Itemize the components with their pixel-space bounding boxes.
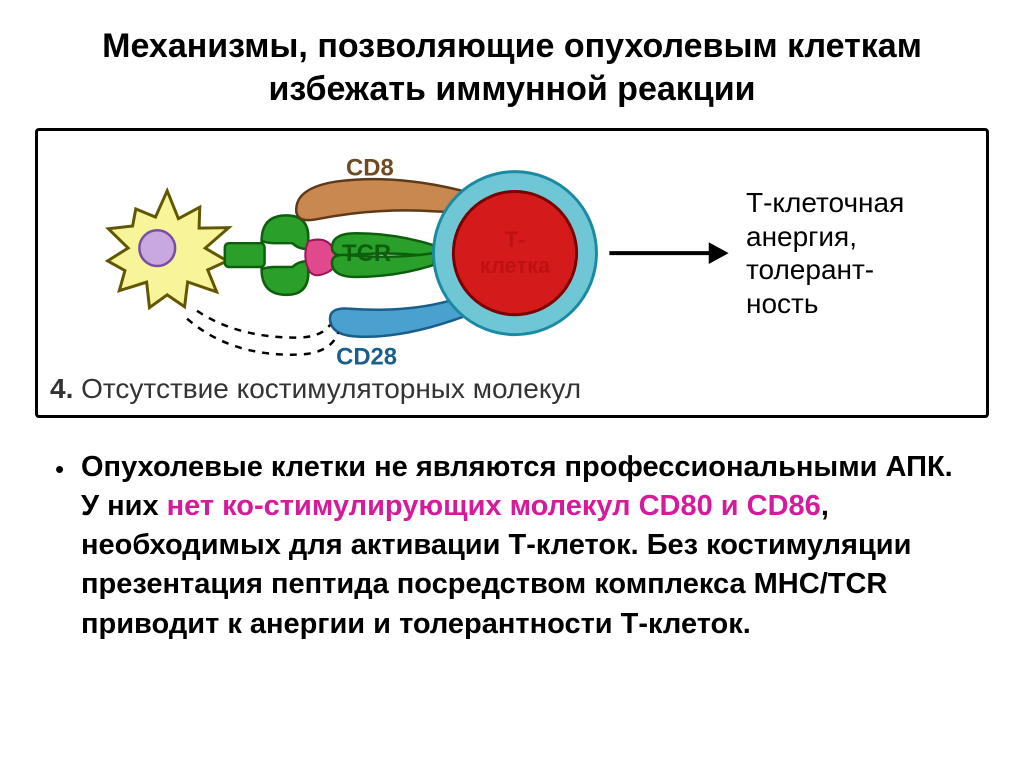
- bullet-dot: •: [55, 448, 81, 644]
- t-cell: Т- клетка: [433, 172, 596, 335]
- diagram-container: Т- клетка CD8 TCR CD28 Т-клеточнаяанерги…: [35, 128, 989, 418]
- result-arrow: [609, 242, 728, 264]
- page-title: Механизмы, позволяющие опухолевым клетка…: [35, 25, 989, 110]
- bullet-item: • Опухолевые клетки не являются професси…: [55, 448, 969, 644]
- bullet-block: • Опухолевые клетки не являются професси…: [35, 448, 989, 644]
- tcell-label-top: Т-: [505, 227, 526, 252]
- diagram-caption: 4. Отсутствие костимуляторных молекул: [50, 373, 581, 405]
- bullet-text: Опухолевые клетки не являются профессион…: [81, 448, 969, 644]
- result-text: Т-клеточнаяанергия,толерант-ность: [746, 186, 971, 320]
- mhc-receptor: [225, 215, 308, 294]
- missing-costim-2: [187, 319, 338, 355]
- caption-text: Отсутствие костимуляторных молекул: [81, 373, 581, 404]
- cd28-label: CD28: [336, 343, 397, 370]
- caption-number: 4.: [50, 373, 73, 404]
- apc-cell: [108, 191, 229, 308]
- cd8-label: CD8: [346, 155, 394, 182]
- tcr-label: TCR: [342, 240, 391, 267]
- missing-costim-1: [197, 311, 330, 338]
- tcell-label-bottom: клетка: [480, 253, 551, 278]
